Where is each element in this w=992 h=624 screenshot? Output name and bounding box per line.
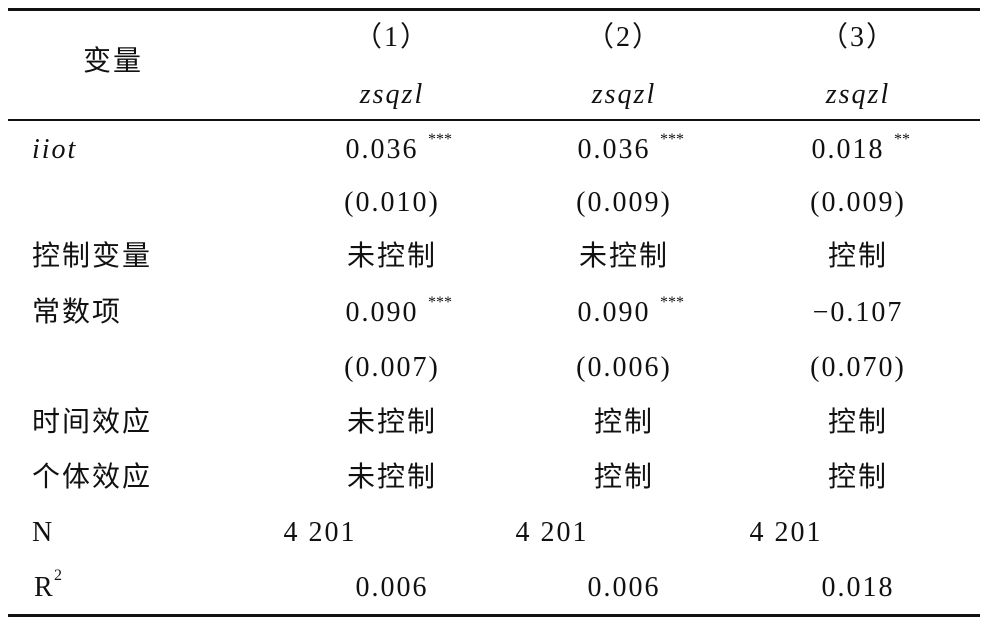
cell: (0.006) [576,352,672,383]
significance-stars: *** [660,294,684,311]
cell: 未控制 [346,462,438,493]
cell: 0.006 [355,572,429,603]
significance-stars: *** [428,131,452,148]
row-label: 常数项 [32,297,123,328]
row-label: 时间效应 [32,407,153,438]
row-label: iiot [32,134,78,165]
column-number: （3） [819,22,897,53]
significance-stars: *** [660,131,684,148]
cell-value: 0.090 [577,297,651,328]
top-rule [8,8,980,11]
header-rule [8,119,980,121]
cell: −0.107 [812,297,904,328]
cell: 控制 [593,462,655,493]
cell: (0.007) [344,352,440,383]
cell: 4 201 [515,517,589,548]
row-label: N [32,517,55,548]
cell: (0.070) [810,352,906,383]
cell: (0.009) [810,187,906,218]
cell: 未控制 [346,407,438,438]
superscript: 2 [54,567,62,584]
significance-stars: *** [428,294,452,311]
cell: 控制 [827,241,889,272]
cell: 未控制 [346,241,438,272]
cell: 控制 [827,407,889,438]
column-number: （1） [353,22,431,53]
dependent-variable: zsqzl [359,79,425,110]
cell-value: 0.018 [811,134,885,165]
cell: 4 201 [283,517,357,548]
column-number: （2） [585,22,663,53]
cell-value: 0.036 [577,134,651,165]
cell: 未控制 [578,241,670,272]
variable-header: 变量 [82,46,144,77]
cell: 0.018 [821,572,895,603]
cell: 控制 [593,407,655,438]
row-label: R [34,572,55,603]
cell: 控制 [827,462,889,493]
dependent-variable: zsqzl [825,79,891,110]
significance-stars: ** [894,131,910,148]
cell: 4 201 [749,517,823,548]
bottom-rule [8,614,980,617]
cell: (0.009) [576,187,672,218]
row-label: 个体效应 [32,462,153,493]
cell-value: 0.090 [345,297,419,328]
row-label: 控制变量 [32,241,153,272]
cell: 0.006 [587,572,661,603]
cell: (0.010) [344,187,440,218]
dependent-variable: zsqzl [591,79,657,110]
cell-value: 0.036 [345,134,419,165]
